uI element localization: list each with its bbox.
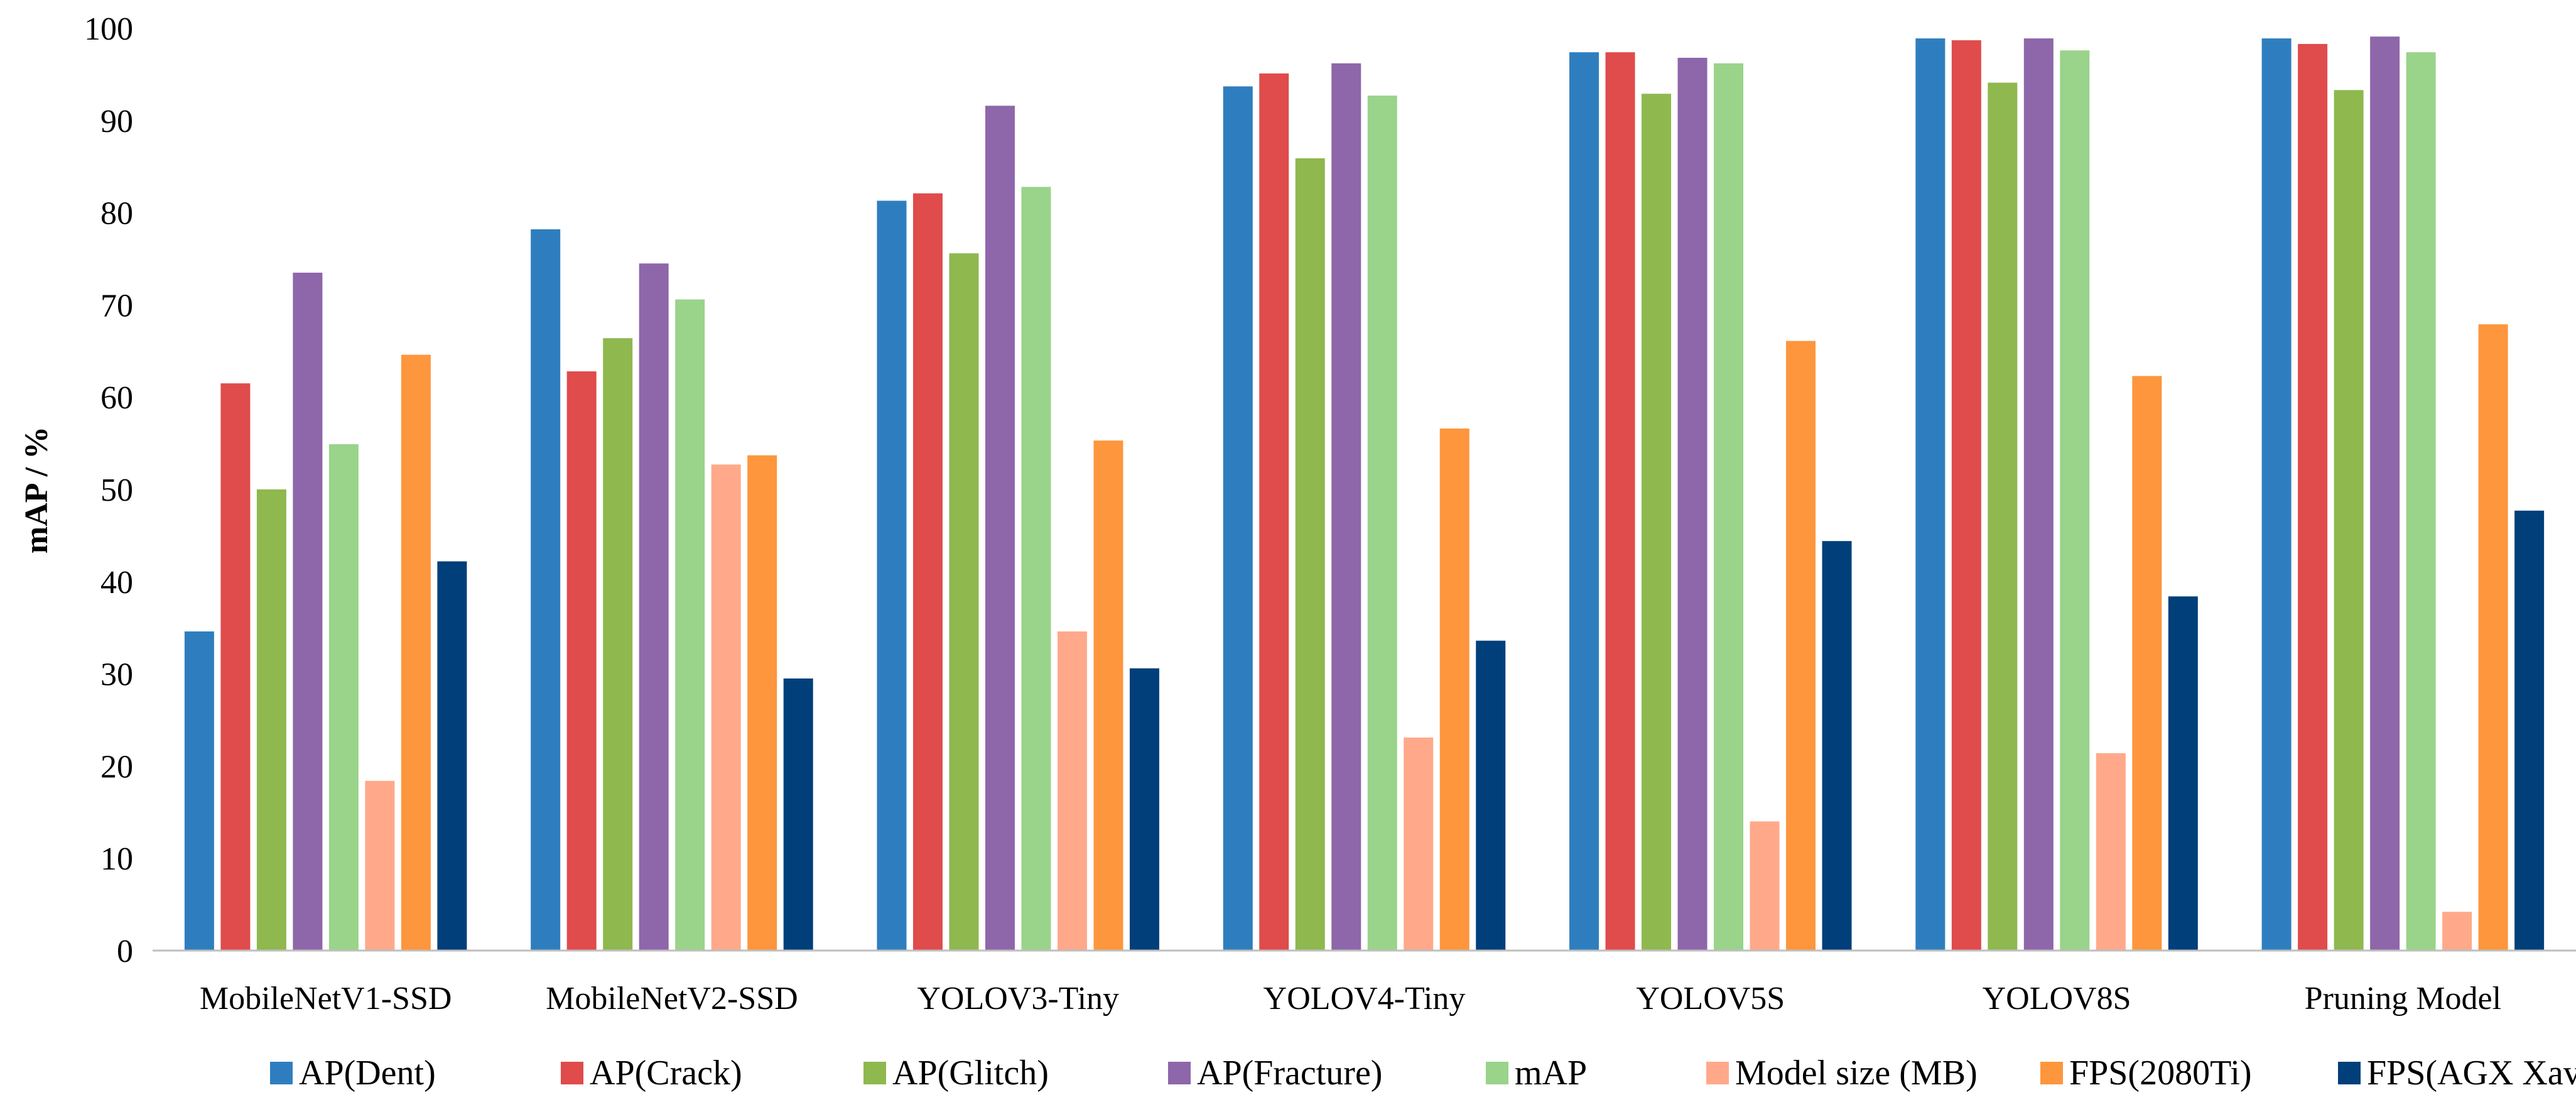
bar	[1476, 640, 1506, 951]
bar	[949, 253, 979, 951]
bar	[2023, 38, 2054, 951]
bar	[1295, 158, 1325, 951]
bar	[1259, 73, 1289, 951]
bar	[2298, 43, 2328, 951]
y-axis: 0 10 20 30 40 50 60 70 80 90 100	[84, 11, 133, 969]
legend-swatch	[2338, 1062, 2361, 1084]
x-tick-label: MobileNetV1-SSD	[200, 981, 452, 1017]
bar	[1915, 38, 1946, 951]
bar	[1129, 668, 1159, 951]
legend-swatch	[270, 1062, 293, 1084]
x-tick-label: YOLOV4-Tiny	[1264, 981, 1466, 1017]
bar	[2060, 50, 2090, 951]
bar	[1057, 631, 1087, 951]
legend-swatch	[863, 1062, 886, 1084]
bar	[184, 631, 214, 951]
bar	[2334, 90, 2364, 951]
bar	[783, 678, 813, 951]
bar	[1822, 541, 1852, 951]
legend-swatch	[561, 1062, 583, 1084]
y-axis-label: mAP / %	[19, 427, 55, 554]
legend-swatch	[1706, 1062, 1729, 1084]
bar	[2370, 36, 2400, 951]
legend-label: AP(Fracture)	[1197, 1054, 1382, 1093]
bar	[401, 354, 431, 951]
bar	[437, 561, 467, 951]
y-tick-label: 80	[100, 196, 133, 232]
x-tick-label: Pruning Model	[2305, 981, 2501, 1017]
bar	[1223, 86, 1253, 951]
bar	[1642, 94, 1672, 951]
legend-swatch	[2040, 1062, 2063, 1084]
bar	[1331, 63, 1361, 951]
legend-label: Model size (MB)	[1735, 1054, 1978, 1093]
bar	[1750, 821, 1780, 951]
legend-label: AP(Crack)	[590, 1054, 742, 1093]
bar	[1021, 187, 1051, 951]
bar	[365, 780, 395, 951]
bar	[1951, 40, 1981, 951]
x-axis: MobileNetV1-SSD MobileNetV2-SSD YOLOV3-Tin…	[200, 981, 2501, 1017]
y-tick-label: 100	[84, 11, 133, 47]
bar	[711, 464, 741, 951]
bar	[1786, 341, 1816, 951]
y-tick-label: 50	[100, 472, 133, 508]
y-tick-label: 90	[100, 104, 133, 139]
legend-label: FPS(AGX Xavier)	[2367, 1054, 2576, 1093]
bar	[1367, 95, 1397, 951]
bar	[328, 444, 359, 951]
bar	[877, 200, 907, 951]
legend-swatch	[1486, 1062, 1508, 1084]
y-tick-label: 10	[100, 841, 133, 877]
bar	[2096, 753, 2126, 951]
bars	[184, 36, 2545, 951]
bar	[912, 193, 943, 951]
bar	[1093, 440, 1123, 951]
x-tick-label: YOLOV3-Tiny	[917, 981, 1119, 1017]
bar	[1677, 57, 1707, 951]
y-tick-label: 0	[117, 934, 133, 969]
bar	[1988, 82, 2018, 951]
legend-label: FPS(2080Ti)	[2069, 1054, 2252, 1093]
legend-label: AP(Dent)	[299, 1054, 436, 1093]
bar	[293, 273, 323, 951]
bar	[2168, 596, 2198, 951]
x-tick-label: YOLOV5S	[1636, 981, 1785, 1017]
bar	[220, 383, 251, 951]
bar	[1605, 52, 1635, 951]
x-tick-label: YOLOV8S	[1983, 981, 2131, 1017]
bar	[2478, 324, 2508, 951]
bar	[747, 455, 777, 951]
bar	[2406, 52, 2436, 951]
y-tick-label: 20	[100, 749, 133, 785]
legend-label: AP(Glitch)	[892, 1054, 1049, 1093]
bar	[531, 229, 561, 951]
bar	[639, 263, 669, 951]
legend: AP(Dent) AP(Crack) AP(Glitch) AP(Fracture) m…	[270, 1054, 2576, 1093]
legend-label: mAP	[1515, 1054, 1587, 1093]
bar	[1404, 737, 1434, 951]
legend-swatch	[1168, 1062, 1191, 1084]
bar	[256, 489, 286, 951]
y-tick-label: 70	[100, 288, 133, 324]
bar	[1569, 52, 1599, 951]
bar	[603, 338, 633, 951]
bar	[2261, 38, 2292, 951]
bar	[1439, 428, 1469, 951]
bar	[566, 371, 597, 951]
y-tick-label: 30	[100, 657, 133, 693]
bar	[2442, 912, 2472, 951]
bar	[1714, 63, 1744, 951]
bar	[2514, 510, 2545, 951]
y-tick-label: 40	[100, 565, 133, 601]
bar	[675, 299, 705, 951]
bar	[2132, 376, 2162, 951]
bar	[985, 106, 1015, 951]
x-tick-label: MobileNetV2-SSD	[546, 981, 798, 1017]
y-tick-label: 60	[100, 380, 133, 416]
